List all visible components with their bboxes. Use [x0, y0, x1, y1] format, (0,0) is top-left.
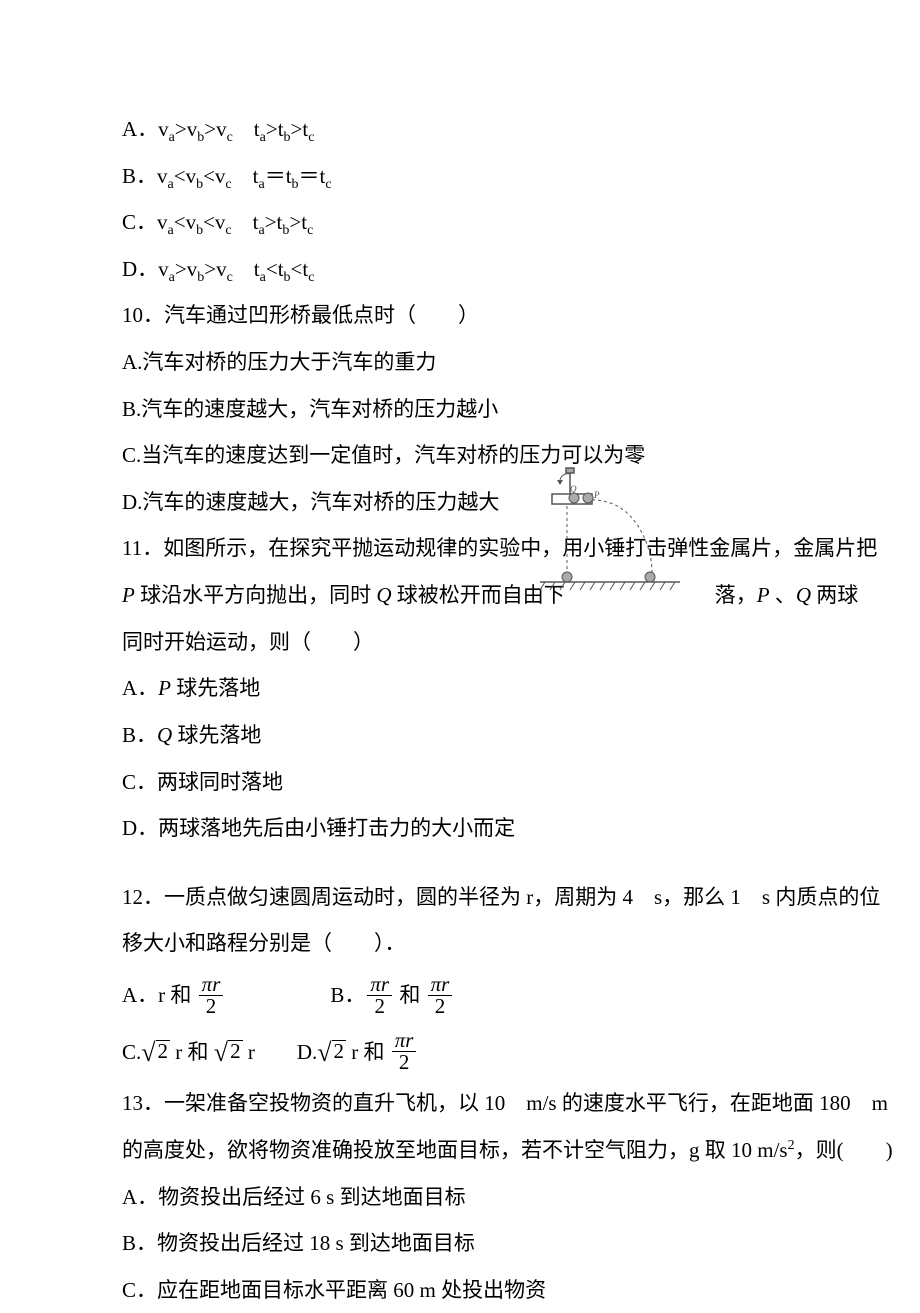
blank-line: [122, 852, 798, 874]
prev-option-d: D．va>vb>vc ta<tb<tc: [122, 246, 798, 293]
q12-b-fraction-1: πr2: [367, 974, 392, 1017]
q12-stem-line1: 12．一质点做匀速圆周运动时，圆的半径为 r，周期为 4 s，那么 1 s 内质…: [122, 874, 798, 921]
ball-p-start: [583, 493, 593, 503]
q11-option-d: D．两球落地先后由小锤打击力的大小而定: [122, 805, 798, 852]
q11-diagram: Q P: [530, 464, 690, 594]
ball-q-start: [569, 493, 579, 503]
q13-option-a: A．物资投出后经过 6 s 到达地面目标: [122, 1174, 798, 1221]
q11-stem-line3: 同时开始运动，则（ ）: [122, 619, 798, 666]
q12-options-ab: A．r 和 πr2 B．πr2 和 πr2: [122, 967, 798, 1024]
page: A．va>vb>vc ta>tb>tc B．va<vb<vc ta＝tb＝tc …: [0, 0, 920, 1192]
content-column: A．va>vb>vc ta>tb>tc B．va<vb<vc ta＝tb＝tc …: [122, 106, 798, 1313]
q11-option-b: B．Q 球先落地: [122, 712, 798, 759]
q12-d-fraction: πr2: [392, 1030, 417, 1073]
ball-q-landed: [562, 572, 572, 582]
ground-hatch: [540, 582, 675, 590]
q12-option-d-prefix: D.: [297, 1040, 317, 1064]
q13-option-b: B．物资投出后经过 18 s 到达地面目标: [122, 1220, 798, 1267]
q10-option-d: D.汽车的速度越大，汽车对桥的压力越大: [122, 479, 798, 526]
prev-a-prefix: A．: [122, 117, 158, 141]
q11-stem-line2: P 球沿水平方向抛出，同时 Q 球被松开而自由下落，P 、Q 两球: [122, 572, 798, 619]
trajectory-p: [592, 500, 652, 572]
prev-b-prefix: B．: [122, 164, 157, 188]
q10-option-b: B.汽车的速度越大，汽车对桥的压力越小: [122, 386, 798, 433]
q11-q-symbol: Q: [376, 583, 391, 607]
q12-d-sqrt: √2: [317, 1038, 346, 1064]
prev-c-prefix: C．: [122, 210, 157, 234]
prev-a-v1: v: [158, 117, 169, 141]
q12-b-fraction-2: πr2: [428, 974, 453, 1017]
q12-stem-line2: 移大小和路程分别是（ ）．: [122, 920, 798, 967]
label-q: Q: [570, 484, 577, 494]
q12-options-cd: C.√2 r 和 √2 r D.√2 r 和 πr2: [122, 1024, 798, 1081]
q12-c-sqrt-1: √2: [141, 1038, 170, 1064]
q12-option-b-prefix: B．: [330, 983, 365, 1007]
q12-a-fraction: πr2: [199, 974, 224, 1017]
prev-option-a: A．va>vb>vc ta>tb>tc: [122, 106, 798, 153]
q12-option-a-prefix: A．r 和: [122, 983, 197, 1007]
q11-stem-line1: 11．如图所示，在探究平抛运动规律的实验中，用小锤打击弹性金属片，金属片把: [122, 525, 798, 572]
q13-option-c: C．应在距地面目标水平距离 60 m 处投出物资: [122, 1267, 798, 1313]
q11-option-a: A．P 球先落地: [122, 665, 798, 712]
ball-p-landed: [645, 572, 655, 582]
q10-option-a: A.汽车对桥的压力大于汽车的重力: [122, 339, 798, 386]
q10-stem: 10．汽车通过凹形桥最低点时（ ）: [122, 292, 798, 339]
prev-option-c: C．va<vb<vc ta>tb>tc: [122, 199, 798, 246]
prev-option-b: B．va<vb<vc ta＝tb＝tc: [122, 153, 798, 200]
q11-diagram-svg: Q P: [530, 464, 690, 594]
prev-d-prefix: D．: [122, 257, 158, 281]
q11-option-c: C．两球同时落地: [122, 759, 798, 806]
q11-p-symbol: P: [122, 583, 135, 607]
q12-c-sqrt-2: √2: [214, 1038, 243, 1064]
q13-stem-line2: 的高度处，欲将物资准确投放至地面目标，若不计空气阻力，g 取 10 m/s2，则…: [122, 1127, 798, 1174]
q13-stem-line1: 13．一架准备空投物资的直升飞机，以 10 m/s 的速度水平飞行，在距地面 1…: [122, 1080, 798, 1127]
label-p: P: [593, 490, 600, 500]
q10-option-c: C.当汽车的速度达到一定值时，汽车对桥的压力可以为零: [122, 432, 798, 479]
q12-option-c-prefix: C.: [122, 1040, 141, 1064]
